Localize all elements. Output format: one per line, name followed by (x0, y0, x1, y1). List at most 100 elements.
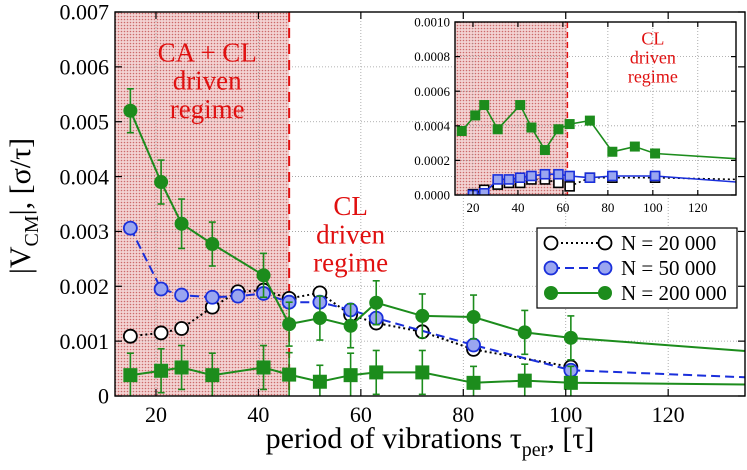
inset-shaded-region (455, 22, 568, 195)
inset-data-point (553, 124, 564, 135)
inset-xtick-label: 120 (688, 200, 708, 215)
inset-data-point (479, 100, 490, 111)
inset-annotation-0: CL driven regime (628, 28, 678, 86)
main-annotation-line: CL (333, 191, 368, 221)
legend-label: N = 20 000 (621, 231, 716, 255)
legend-marker (544, 286, 558, 300)
main-data-point (205, 368, 220, 383)
y-axis-title-sub: CM (21, 215, 43, 246)
inset-data-point (539, 168, 551, 180)
inset-xtick-label: 20 (466, 200, 479, 215)
inset-series-group (456, 100, 736, 195)
main-ytick-label: 0.002 (60, 274, 110, 299)
legend-label: N = 50 000 (621, 256, 716, 280)
inset-data-point (564, 170, 575, 182)
legend-marker (597, 235, 613, 251)
main-data-point (282, 367, 297, 382)
main-data-point (230, 288, 246, 304)
main-data-point (153, 281, 169, 297)
inset-annotation-line: regime (628, 66, 678, 86)
inset-data-point (607, 146, 618, 157)
main-data-point (563, 330, 578, 345)
inset-data-point (492, 124, 503, 135)
inset-data-point (629, 141, 640, 152)
main-data-point (312, 374, 327, 389)
inset-data-point (584, 172, 596, 183)
main-annotation-line: regime (313, 248, 388, 278)
main-ytick-label: 0 (98, 384, 109, 409)
inset-data-point (526, 122, 537, 133)
main-data-point (153, 325, 169, 341)
main-ytick-label: 0.003 (60, 219, 110, 244)
legend-marker (543, 260, 559, 276)
main-data-point (466, 310, 481, 325)
x-axis-title: period of vibrations τper, [τ] (266, 422, 595, 461)
main-data-point (415, 308, 430, 323)
main-data-point (123, 103, 138, 118)
inset-data-point (514, 172, 526, 183)
main-data-point (312, 311, 327, 326)
main-xtick-label: 80 (452, 402, 474, 427)
inset-xtick-label: 40 (511, 200, 524, 215)
main-ytick-label: 0.005 (60, 109, 110, 134)
main-ytick-label: 0.007 (60, 0, 110, 25)
main-data-point (343, 368, 358, 383)
y-axis-title: |VCM|, [σ/τ] (4, 138, 43, 274)
inset-data-point (526, 170, 537, 182)
inset-frame (454, 21, 737, 196)
main-ytick-label: 0.004 (60, 164, 110, 189)
x-axis-title-main: period of vibrations τ (266, 422, 522, 455)
main-xtick-label: 120 (652, 402, 685, 427)
main-data-point (205, 237, 220, 252)
main-data-point (174, 360, 189, 375)
main-xtick-label: 60 (350, 402, 372, 427)
main-data-point (122, 328, 138, 344)
legend-marker (598, 286, 612, 300)
x-axis-title-unit: , [τ] (547, 422, 594, 455)
inset-data-point (553, 177, 564, 189)
inset-xtick-label: 60 (556, 200, 569, 215)
x-axis-title-sub: per (522, 439, 548, 461)
inset-data-point (478, 187, 490, 195)
main-data-point (154, 363, 169, 378)
main-data-point (343, 318, 358, 333)
main-data-point (466, 337, 481, 353)
y-axis-title-unit: |, [σ/τ] (4, 138, 37, 216)
main-annotation-1: CL driven regime (313, 191, 388, 278)
main-data-point (174, 216, 189, 231)
main-data-point (517, 373, 532, 388)
inset-series-2 (456, 100, 736, 160)
inset-data-point (650, 148, 661, 159)
inset-annotation-line: CL (641, 28, 664, 48)
main-data-point (123, 368, 138, 383)
inset-ytick-label: 0.0010 (414, 15, 450, 30)
main-annotation-line: driven (316, 219, 385, 249)
inset-ytick-label: 0.0002 (414, 153, 450, 168)
inset-xtick-label: 80 (601, 200, 614, 215)
inset-data-point (564, 119, 575, 130)
main-xtick-label: 20 (145, 402, 167, 427)
legend-marker (597, 260, 613, 276)
inset-data-point (564, 181, 575, 192)
main-shaded-region (115, 12, 290, 396)
main-annotation-line: CA + CL (158, 37, 257, 67)
inset-ytick-label: 0.0008 (414, 49, 450, 64)
main-xtick-label: 100 (549, 402, 582, 427)
main-data-point (563, 375, 578, 390)
main-data-point (174, 321, 189, 336)
inset-data-point (515, 100, 526, 111)
inset-chart: CL driven regime 20 40 60 80 100 120 0.0000 0.0002… (414, 15, 737, 215)
inset-ytick-label: 0.0000 (414, 188, 450, 203)
main-annotation-line: driven (173, 66, 242, 96)
legend-label: N = 200 000 (621, 281, 727, 305)
inset-xtick-label: 100 (643, 200, 663, 215)
main-ytick-label: 0.006 (60, 55, 110, 80)
inset-ytick-label: 0.0006 (414, 84, 450, 99)
main-series-3 (123, 344, 745, 396)
main-annotation-line: regime (170, 94, 245, 124)
main-data-point (204, 289, 220, 305)
inset-data-point (553, 168, 564, 180)
inset-ytick-label: 0.0004 (414, 118, 450, 133)
inset-data-point (492, 174, 504, 185)
